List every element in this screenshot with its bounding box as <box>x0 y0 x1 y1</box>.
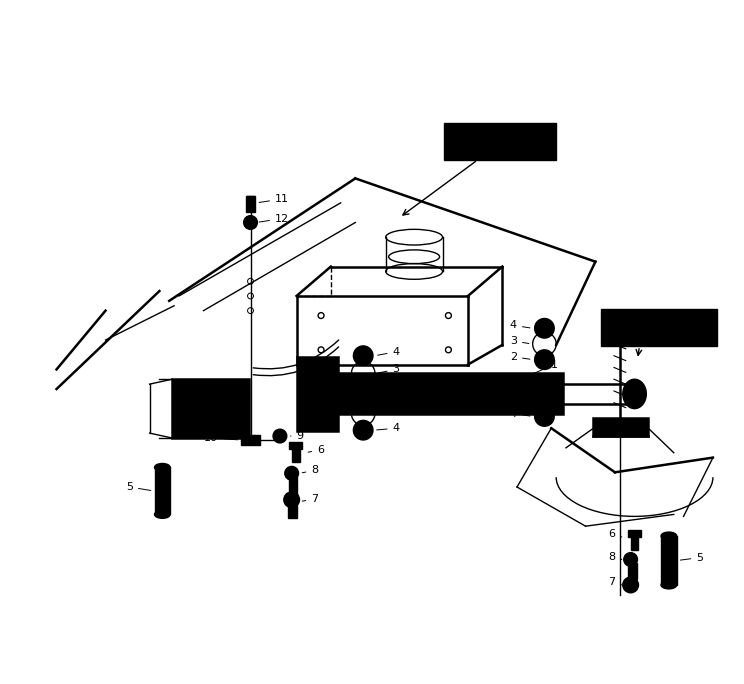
Ellipse shape <box>623 379 647 408</box>
Text: 7: 7 <box>608 577 622 587</box>
Bar <box>338 373 563 415</box>
Text: 5: 5 <box>126 482 151 492</box>
Ellipse shape <box>155 464 170 471</box>
Bar <box>288 505 297 518</box>
Text: 6: 6 <box>308 445 324 455</box>
Circle shape <box>623 553 638 566</box>
Bar <box>246 196 255 212</box>
Text: 2: 2 <box>376 388 400 398</box>
Circle shape <box>332 388 344 400</box>
Text: See Fig. 5001: See Fig. 5001 <box>465 145 536 155</box>
Text: 3: 3 <box>379 406 400 416</box>
Bar <box>292 446 300 462</box>
Text: 3: 3 <box>379 365 400 374</box>
Text: 4: 4 <box>376 423 400 433</box>
Ellipse shape <box>661 581 677 589</box>
Text: 1: 1 <box>529 360 558 376</box>
Circle shape <box>535 350 554 369</box>
Text: 12: 12 <box>259 213 289 224</box>
Bar <box>628 530 641 537</box>
Bar <box>155 467 170 514</box>
Text: 3: 3 <box>510 393 529 403</box>
Text: 11: 11 <box>259 194 289 204</box>
Text: 10: 10 <box>204 433 238 443</box>
Text: 6: 6 <box>608 529 622 539</box>
Text: 第5001図参照: 第5001図参照 <box>475 129 526 140</box>
Text: 4: 4 <box>378 347 400 357</box>
Circle shape <box>283 492 300 508</box>
Text: See Fig. 5501: See Fig. 5501 <box>624 331 694 341</box>
Bar <box>241 435 260 445</box>
Bar <box>601 308 717 346</box>
Circle shape <box>285 466 298 480</box>
Text: 4: 4 <box>510 320 530 330</box>
Ellipse shape <box>661 532 677 540</box>
Circle shape <box>353 387 373 407</box>
Circle shape <box>626 386 642 402</box>
Bar <box>628 564 637 579</box>
Ellipse shape <box>324 373 351 415</box>
Text: 9: 9 <box>290 431 304 441</box>
Circle shape <box>244 215 257 229</box>
Bar <box>289 477 297 495</box>
Ellipse shape <box>155 510 170 518</box>
Circle shape <box>535 407 554 426</box>
Text: 8: 8 <box>302 465 318 475</box>
Text: 7: 7 <box>302 494 318 503</box>
Text: 3: 3 <box>510 336 529 346</box>
Text: 4: 4 <box>510 408 530 419</box>
Circle shape <box>273 429 286 443</box>
Ellipse shape <box>327 378 348 410</box>
Bar <box>289 442 303 449</box>
Text: 5: 5 <box>681 553 703 562</box>
Text: 2: 2 <box>510 352 530 362</box>
Bar <box>297 356 338 431</box>
Circle shape <box>535 319 554 338</box>
Circle shape <box>353 346 373 365</box>
Bar <box>172 379 248 438</box>
Bar <box>631 534 638 550</box>
Circle shape <box>353 421 373 440</box>
Bar <box>594 419 648 436</box>
Text: 第5501図参照: 第5501図参照 <box>633 315 684 326</box>
Bar <box>661 536 677 585</box>
Bar <box>443 122 557 160</box>
Circle shape <box>623 577 638 593</box>
Text: 8: 8 <box>608 551 622 562</box>
